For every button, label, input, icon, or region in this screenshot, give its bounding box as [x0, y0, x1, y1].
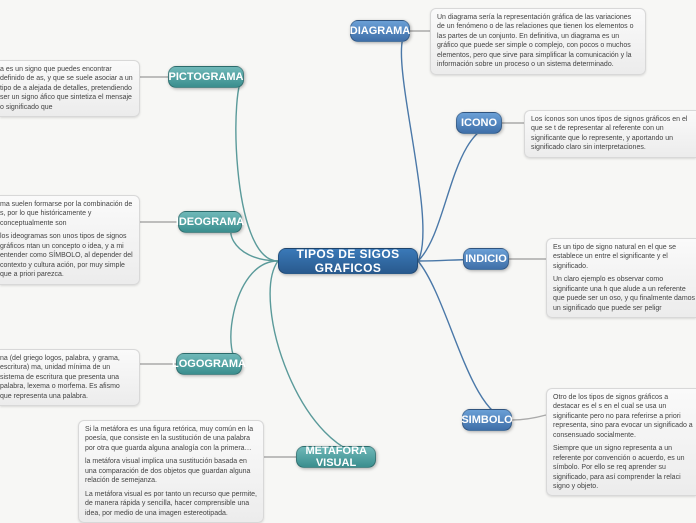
desc-indicio: Es un tipo de signo natural en el que se…: [546, 238, 696, 318]
desc-text: Los íconos son unos tipos de signos gráf…: [531, 115, 696, 153]
node-indicio[interactable]: INDICIO: [463, 248, 509, 270]
node-pictograma[interactable]: PICTOGRAMA: [168, 66, 244, 88]
desc-diagrama: Un diagrama sería la representación gráf…: [430, 8, 646, 75]
node-ideograma[interactable]: IDEOGRAMA: [178, 211, 242, 233]
desc-text: Un claro ejemplo es observar como signif…: [553, 275, 696, 313]
desc-text: Es un tipo de signo natural en el que se…: [553, 243, 696, 271]
desc-metafora: Si la metáfora es una figura retórica, m…: [78, 420, 264, 523]
desc-simbolo: Otro de los tipos de signos gráficos a d…: [546, 388, 696, 496]
desc-text: na (del griego logos, palabra, y grama, …: [0, 354, 133, 401]
edge: [512, 415, 546, 420]
desc-text: La metáfora visual es por tanto un recur…: [85, 490, 257, 518]
node-simbolo[interactable]: SIMBOLO: [462, 409, 512, 431]
central-node[interactable]: TIPOS DE SIGOS GRAFICOS: [278, 248, 418, 274]
edge: [236, 77, 278, 261]
edge: [401, 31, 423, 261]
desc-text: la metáfora visual implica una sustituci…: [85, 457, 257, 485]
desc-icono: Los íconos son unos tipos de signos gráf…: [524, 110, 696, 158]
desc-pictograma: a es un signo que puedes encontrar defin…: [0, 60, 140, 117]
desc-text: los ideogramas son unos tipos de signos …: [0, 232, 133, 279]
node-metafora[interactable]: METAFORA VISUAL: [296, 446, 376, 468]
desc-ideograma: ma suelen formarse por la combinación de…: [0, 195, 140, 285]
edge: [270, 261, 376, 457]
edge: [418, 261, 512, 420]
node-logograma[interactable]: LOGOGRAMA: [176, 353, 242, 375]
desc-text: Si la metáfora es una figura retórica, m…: [85, 425, 257, 453]
edge: [418, 123, 502, 261]
node-diagrama[interactable]: DIAGRAMA: [350, 20, 410, 42]
desc-text: a es un signo que puedes encontrar defin…: [0, 65, 133, 112]
desc-text: Siempre que un signo representa a un ref…: [553, 444, 696, 491]
desc-text: Otro de los tipos de signos gráficos a d…: [553, 393, 696, 440]
node-icono[interactable]: ICONO: [456, 112, 502, 134]
desc-logograma: na (del griego logos, palabra, y grama, …: [0, 349, 140, 406]
desc-text: Un diagrama sería la representación gráf…: [437, 13, 639, 70]
desc-text: ma suelen formarse por la combinación de…: [0, 200, 133, 228]
